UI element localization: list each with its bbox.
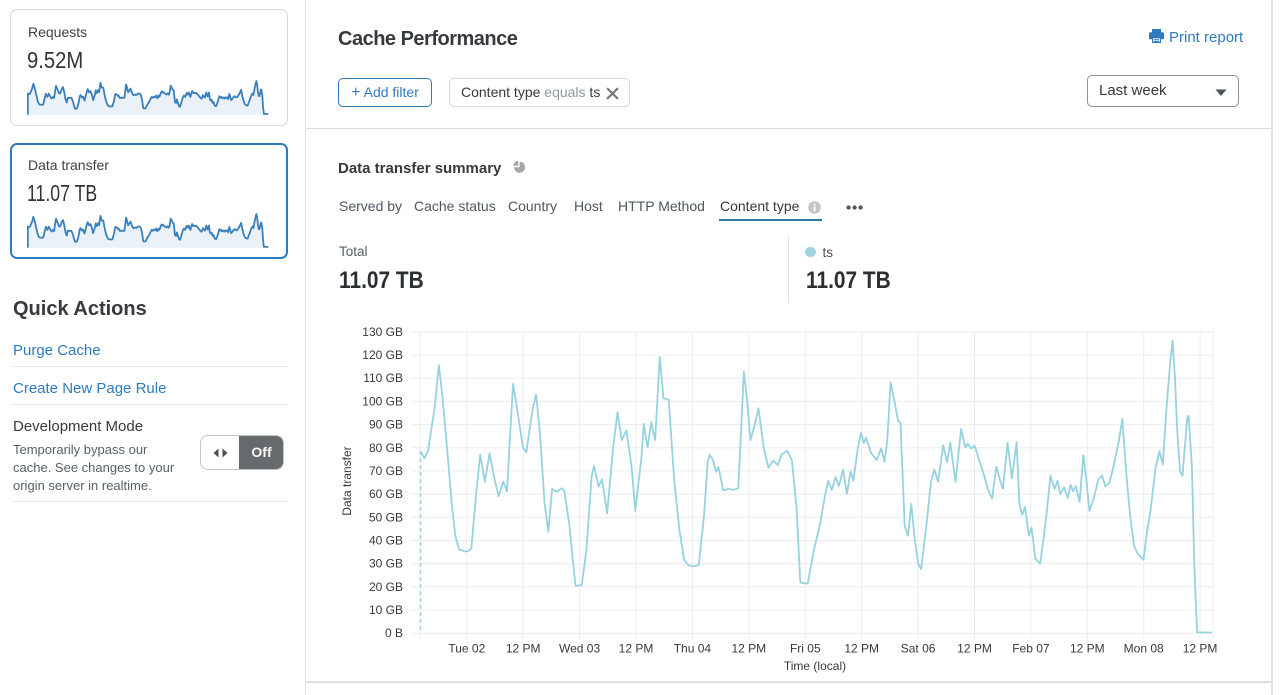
svg-text:30 GB: 30 GB (369, 557, 403, 571)
svg-text:20 GB: 20 GB (369, 580, 403, 594)
svg-text:100 GB: 100 GB (362, 394, 403, 408)
svg-text:12 PM: 12 PM (1070, 642, 1105, 656)
svg-text:Fri 05: Fri 05 (790, 642, 821, 656)
svg-text:12 PM: 12 PM (957, 642, 992, 656)
svg-text:12 PM: 12 PM (619, 642, 654, 656)
svg-text:130 GB: 130 GB (362, 325, 403, 339)
svg-text:Mon 08: Mon 08 (1124, 642, 1164, 656)
svg-text:12 PM: 12 PM (1183, 642, 1218, 656)
svg-text:12 PM: 12 PM (844, 642, 879, 656)
svg-text:Time (local): Time (local) (784, 659, 846, 673)
svg-text:Thu 04: Thu 04 (674, 642, 712, 656)
svg-text:40 GB: 40 GB (369, 534, 403, 548)
svg-text:Wed 03: Wed 03 (559, 642, 600, 656)
svg-text:12 PM: 12 PM (506, 642, 541, 656)
svg-text:110 GB: 110 GB (363, 371, 403, 385)
svg-text:Sat 06: Sat 06 (901, 642, 936, 656)
svg-text:70 GB: 70 GB (369, 464, 403, 478)
svg-text:120 GB: 120 GB (362, 348, 403, 362)
svg-text:90 GB: 90 GB (369, 418, 403, 432)
svg-text:Data transfer: Data transfer (340, 446, 354, 515)
svg-text:80 GB: 80 GB (369, 441, 403, 455)
svg-text:10 GB: 10 GB (369, 603, 403, 617)
svg-text:Feb 07: Feb 07 (1012, 642, 1050, 656)
svg-text:60 GB: 60 GB (369, 487, 403, 501)
svg-text:0 B: 0 B (385, 626, 403, 640)
svg-text:50 GB: 50 GB (369, 510, 403, 524)
svg-text:Tue 02: Tue 02 (448, 642, 485, 656)
svg-text:12 PM: 12 PM (731, 642, 766, 656)
